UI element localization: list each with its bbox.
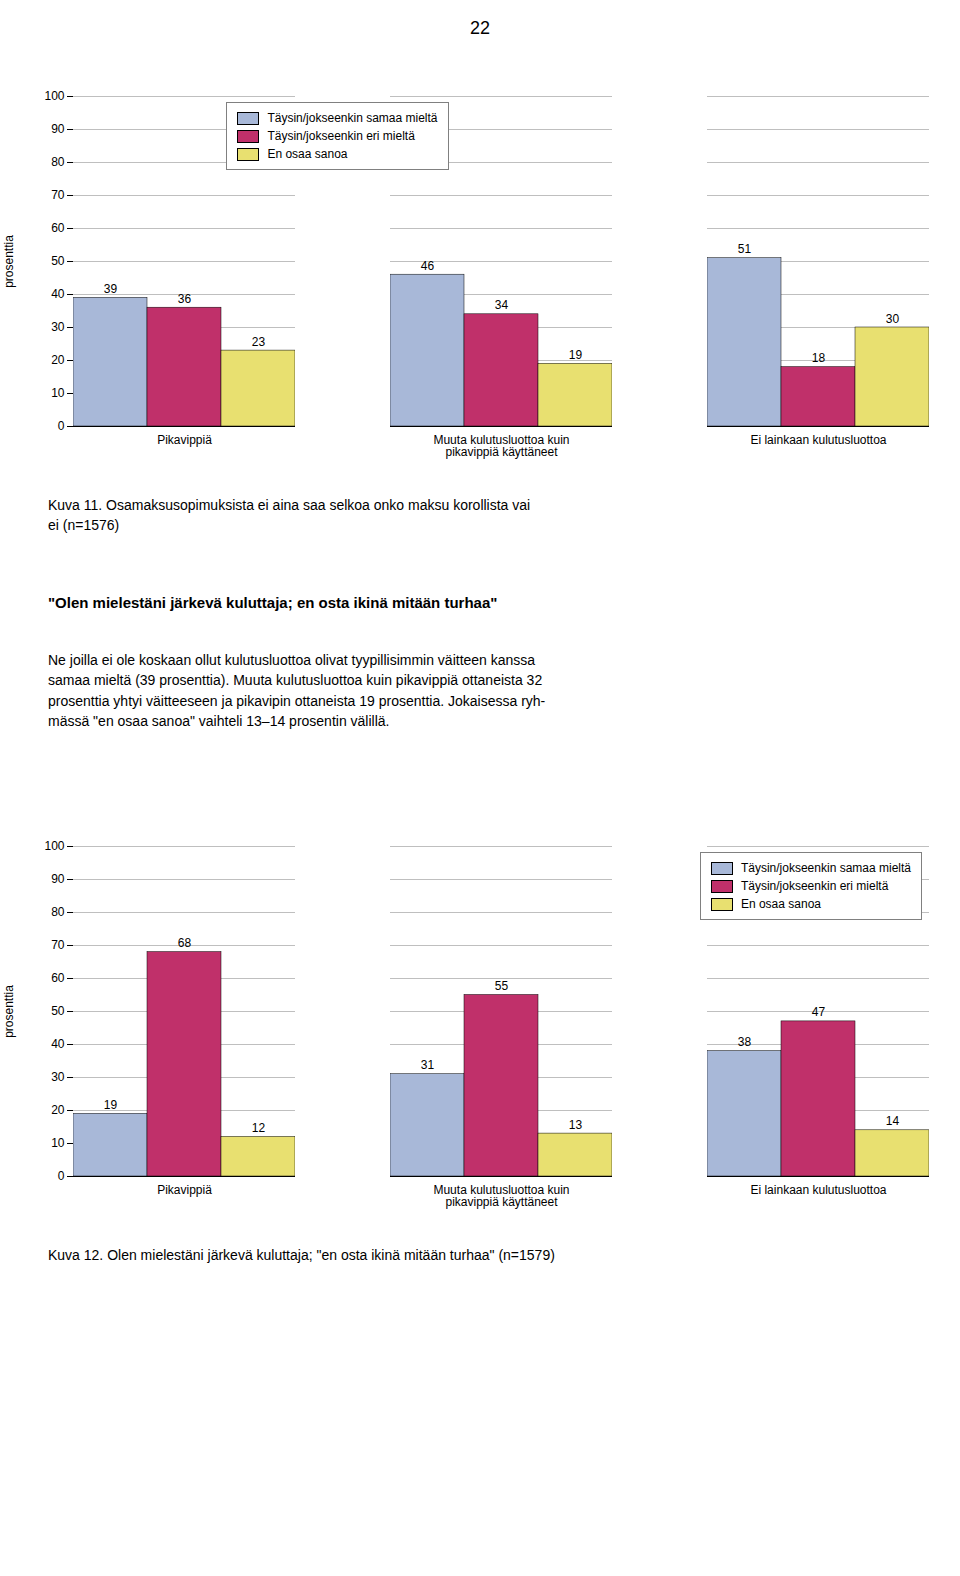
svg-text:40: 40: [51, 287, 65, 301]
svg-text:prosenttia: prosenttia: [2, 985, 16, 1038]
svg-text:47: 47: [812, 1005, 826, 1019]
svg-text:23: 23: [252, 335, 266, 349]
svg-text:30: 30: [51, 320, 65, 334]
svg-text:10: 10: [51, 1136, 65, 1150]
svg-text:100: 100: [44, 839, 64, 853]
svg-text:46: 46: [421, 259, 435, 273]
svg-text:12: 12: [252, 1121, 266, 1135]
svg-text:Ei lainkaan kulutusluottoa: Ei lainkaan kulutusluottoa: [750, 433, 886, 447]
html-text:Täysin/jokseenkin eri mieltä: Täysin/jokseenkin eri mieltä: [267, 129, 415, 143]
svg-text:55: 55: [495, 979, 509, 993]
svg-text:14: 14: [886, 1114, 900, 1128]
svg-text:30: 30: [886, 312, 900, 326]
html-text:Kuva 11. Osamaksusopimuksista: Kuva 11. Osamaksusopimuksista ei aina sa…: [48, 497, 531, 534]
svg-text:68: 68: [178, 936, 192, 950]
svg-text:70: 70: [51, 188, 65, 202]
svg-text:Muuta kulutusluottoa kuinpikav: Muuta kulutusluottoa kuinpikavippiä käyt…: [433, 433, 569, 459]
svg-text:10: 10: [51, 386, 65, 400]
svg-text:prosenttia: prosenttia: [2, 235, 16, 288]
svg-text:80: 80: [51, 905, 65, 919]
html-text:En osaa sanoa: En osaa sanoa: [267, 147, 348, 161]
svg-text:80: 80: [51, 155, 65, 169]
svg-text:20: 20: [51, 353, 65, 367]
svg-text:51: 51: [738, 242, 752, 256]
svg-text:0: 0: [58, 1169, 65, 1183]
html-text:"Olen mielestäni järkevä kulut: "Olen mielestäni järkevä kuluttaja; en o…: [48, 594, 498, 611]
svg-text:20: 20: [51, 1103, 65, 1117]
svg-text:19: 19: [104, 1098, 118, 1112]
svg-text:50: 50: [51, 254, 65, 268]
svg-text:50: 50: [51, 1004, 65, 1018]
svg-text:90: 90: [51, 872, 65, 886]
svg-text:18: 18: [812, 351, 826, 365]
svg-text:34: 34: [495, 298, 509, 312]
html-text:Täysin/jokseenkin samaa mieltä: Täysin/jokseenkin samaa mieltä: [267, 111, 438, 125]
svg-text:70: 70: [51, 938, 65, 952]
html-text:Kuva 12. Olen mielestäni järke: Kuva 12. Olen mielestäni järkevä kulutta…: [48, 1247, 555, 1263]
svg-text:Pikavippiä: Pikavippiä: [157, 433, 212, 447]
svg-text:40: 40: [51, 1037, 65, 1051]
svg-text:36: 36: [178, 292, 192, 306]
svg-text:Ei lainkaan kulutusluottoa: Ei lainkaan kulutusluottoa: [750, 1183, 886, 1197]
svg-text:Pikavippiä: Pikavippiä: [157, 1183, 212, 1197]
svg-text:90: 90: [51, 122, 65, 136]
svg-text:13: 13: [569, 1118, 583, 1132]
svg-text:100: 100: [44, 89, 64, 103]
svg-text:31: 31: [421, 1058, 435, 1072]
html-text:Täysin/jokseenkin eri mieltä: Täysin/jokseenkin eri mieltä: [740, 879, 889, 893]
svg-text:38: 38: [738, 1035, 752, 1049]
svg-text:60: 60: [51, 221, 65, 235]
html-text:22: 22: [470, 18, 490, 38]
html-text:Täysin/jokseenkin samaa mieltä: Täysin/jokseenkin samaa mieltä: [740, 861, 911, 875]
html-text:En osaa sanoa: En osaa sanoa: [740, 897, 821, 911]
svg-text:19: 19: [569, 348, 583, 362]
svg-text:Muuta kulutusluottoa kuinpikav: Muuta kulutusluottoa kuinpikavippiä käyt…: [433, 1183, 569, 1209]
svg-text:30: 30: [51, 1070, 65, 1084]
svg-text:0: 0: [58, 419, 65, 433]
html-text:Ne joilla ei ole koskaan ollut: Ne joilla ei ole koskaan ollut kulutuslu…: [48, 652, 546, 729]
svg-text:60: 60: [51, 971, 65, 985]
svg-text:39: 39: [104, 282, 118, 296]
